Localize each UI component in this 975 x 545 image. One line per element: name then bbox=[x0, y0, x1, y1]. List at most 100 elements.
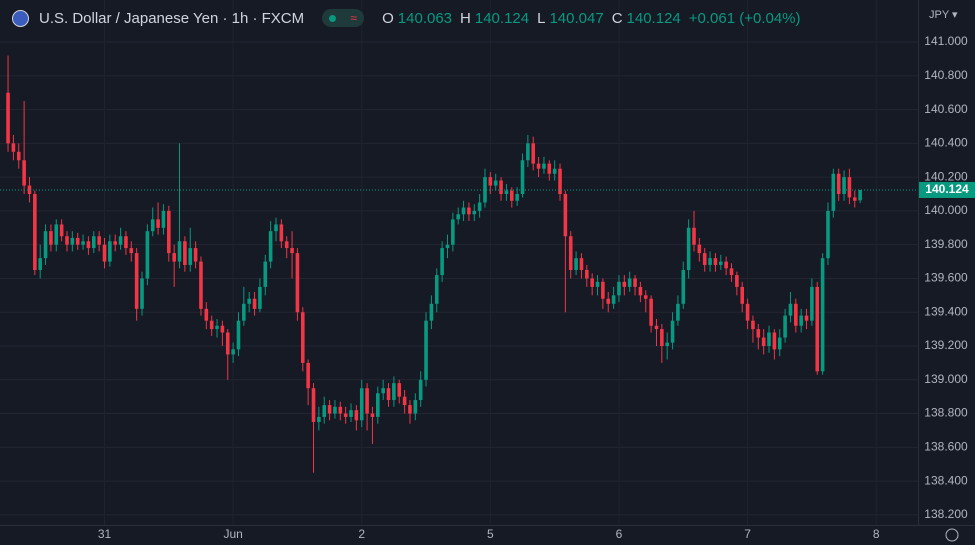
candle-body bbox=[220, 325, 225, 333]
candle-body bbox=[349, 410, 353, 417]
candle-body bbox=[761, 337, 766, 347]
candle-body bbox=[258, 286, 262, 309]
candle-body bbox=[386, 388, 391, 401]
candle-body bbox=[777, 337, 782, 350]
candle-body bbox=[317, 416, 321, 422]
candle-body bbox=[488, 177, 493, 186]
candle-body bbox=[445, 244, 450, 249]
candle-body bbox=[161, 210, 166, 228]
candle-body bbox=[327, 405, 332, 414]
low-value: 140.047 bbox=[549, 9, 604, 27]
candle-body bbox=[177, 241, 182, 262]
x-tick-label: 7 bbox=[744, 527, 751, 541]
candle-body bbox=[16, 151, 21, 161]
candle-body bbox=[429, 303, 434, 321]
candle-body bbox=[274, 224, 278, 232]
candle-body bbox=[767, 332, 771, 347]
candle-body bbox=[70, 237, 75, 245]
open-label: O bbox=[382, 9, 394, 27]
candle-body bbox=[284, 241, 289, 249]
candle-body bbox=[729, 268, 734, 276]
candle-body bbox=[370, 413, 375, 417]
candle-body bbox=[697, 244, 702, 254]
candle-body bbox=[799, 315, 803, 326]
candle-body bbox=[108, 241, 112, 262]
candle-body bbox=[204, 308, 209, 321]
candle-body bbox=[354, 410, 359, 421]
candle-body bbox=[199, 261, 203, 309]
settings-icon[interactable] bbox=[945, 528, 959, 542]
y-tick-label: 138.400 bbox=[924, 473, 968, 487]
candle-body bbox=[295, 253, 300, 313]
candle-body bbox=[606, 298, 611, 304]
candle-body bbox=[670, 320, 675, 343]
candle-body bbox=[756, 329, 761, 338]
candle-body bbox=[735, 275, 739, 287]
candle-body bbox=[113, 241, 118, 245]
low-label: L bbox=[537, 9, 546, 27]
candle-body bbox=[440, 248, 444, 276]
candle-body bbox=[215, 325, 219, 330]
candle-body bbox=[65, 236, 69, 245]
y-tick-label: 140.200 bbox=[924, 169, 968, 183]
candle-body bbox=[306, 362, 310, 389]
y-tick-label: 140.600 bbox=[924, 102, 968, 116]
close-label: C bbox=[611, 9, 623, 27]
price-label-box bbox=[919, 181, 975, 198]
candle-body bbox=[772, 332, 777, 350]
y-tick-label: 139.600 bbox=[924, 271, 968, 285]
y-tick-label: 138.600 bbox=[924, 439, 968, 453]
candle-body bbox=[627, 278, 632, 287]
candle-body bbox=[434, 275, 439, 304]
candle-body bbox=[359, 388, 364, 421]
candle-body bbox=[311, 388, 316, 422]
change: +0.061 (+0.04%) bbox=[688, 9, 801, 27]
candle-body bbox=[290, 248, 294, 254]
x-tick-label: 5 bbox=[487, 527, 494, 541]
status-pill[interactable]: ≈ bbox=[322, 9, 365, 27]
candle-body bbox=[472, 210, 477, 215]
candle-body bbox=[38, 258, 42, 271]
x-tick-label: Jun bbox=[223, 527, 242, 541]
candle-body bbox=[156, 219, 160, 228]
candle-body bbox=[745, 303, 750, 321]
candle-body bbox=[102, 244, 107, 262]
candle-body bbox=[686, 227, 691, 271]
candle-body bbox=[402, 396, 407, 406]
candle-body bbox=[252, 298, 257, 309]
x-tick-label: 8 bbox=[873, 527, 880, 541]
candle-body bbox=[520, 160, 525, 195]
candle-body bbox=[279, 224, 284, 242]
y-tick-label: 138.800 bbox=[924, 406, 968, 420]
status-wave: ≈ bbox=[350, 11, 358, 25]
candle-body bbox=[338, 406, 343, 414]
candle-body bbox=[118, 236, 123, 245]
candle-body bbox=[751, 320, 755, 330]
candle-body bbox=[134, 253, 139, 309]
candle-body bbox=[509, 190, 514, 201]
legend: U.S. Dollar / Japanese Yen · 1h · FXCM ≈… bbox=[12, 7, 805, 29]
candle-body bbox=[810, 286, 814, 321]
currency-select[interactable]: JPY ▾ bbox=[929, 9, 958, 21]
symbol-title: U.S. Dollar / Japanese Yen · 1h · FXCM bbox=[39, 9, 305, 27]
candle-body bbox=[263, 261, 268, 287]
candle-body bbox=[681, 270, 686, 304]
candle-body bbox=[794, 303, 798, 326]
candle-body bbox=[33, 194, 37, 271]
candle-body bbox=[86, 241, 91, 249]
candle-body bbox=[815, 286, 820, 372]
candle-body bbox=[633, 278, 637, 287]
candle-body bbox=[643, 295, 648, 299]
candle-body bbox=[504, 190, 509, 195]
y-tick-label: 139.200 bbox=[924, 338, 968, 352]
candle-body bbox=[97, 236, 101, 245]
candle-body bbox=[392, 383, 396, 401]
candle-body bbox=[718, 261, 723, 265]
candle-body bbox=[858, 189, 862, 201]
candle-body bbox=[322, 405, 327, 417]
candle-body bbox=[595, 281, 600, 287]
x-tick-label: 2 bbox=[358, 527, 365, 541]
candle-body bbox=[343, 413, 348, 417]
